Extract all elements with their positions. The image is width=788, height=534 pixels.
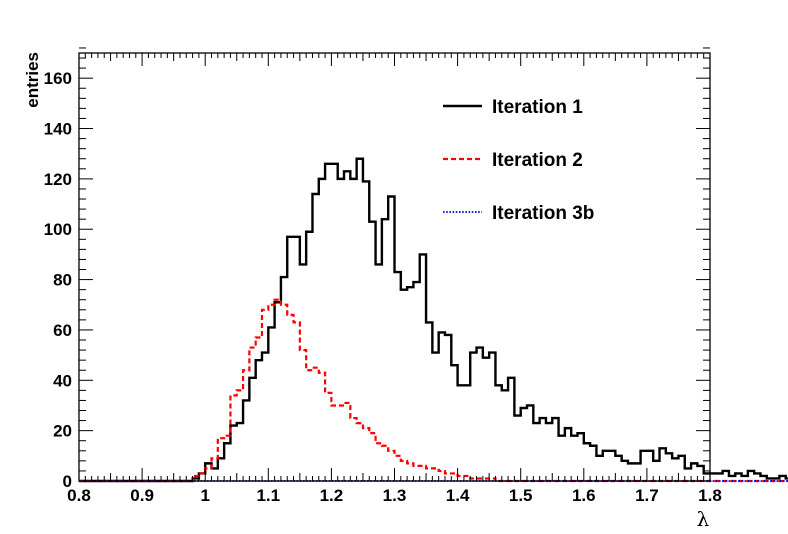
y-tick-label: 60 (53, 321, 72, 340)
x-tick-label: 1.3 (383, 486, 407, 505)
y-tick-label: 120 (44, 170, 72, 189)
x-tick-label: 1.2 (320, 486, 344, 505)
y-tick-label: 140 (44, 120, 72, 139)
series-line-2 (79, 298, 788, 483)
x-tick-label: 1.1 (256, 486, 280, 505)
y-tick-label: 100 (44, 220, 72, 239)
y-axis-title: entries (23, 52, 42, 108)
x-tick-label: 1.6 (572, 486, 596, 505)
x-tick-label: 1.4 (446, 486, 470, 505)
legend-label-2: Iteration 2 (492, 150, 583, 171)
y-tick-label: 40 (53, 371, 72, 390)
y-tick-label: 80 (53, 271, 72, 290)
axes-layer: 0.8 0.9 1 1.1 1.2 1.3 1.4 1.5 1.6 1.7 1.8 0 20 40 60 80… (44, 47, 722, 505)
legend: Iteration 1 Iteration 2 Iteration 3b (443, 97, 594, 224)
x-tick-label: 1.8 (698, 486, 722, 505)
x-tick-label: 1 (200, 486, 209, 505)
x-axis-title: λ (697, 507, 710, 531)
x-tick-label: 1.5 (509, 486, 533, 505)
x-tick-label: 0.9 (130, 486, 154, 505)
y-tick-label: 160 (44, 69, 72, 88)
x-tick-label: 0.8 (67, 486, 91, 505)
y-tick-label: 0 (63, 472, 72, 491)
series-line-1 (79, 157, 788, 483)
legend-label-3: Iteration 3b (492, 203, 594, 224)
legend-label-1: Iteration 1 (492, 97, 583, 118)
x-tick-label: 1.7 (635, 486, 659, 505)
y-tick-label: 20 (53, 422, 72, 441)
